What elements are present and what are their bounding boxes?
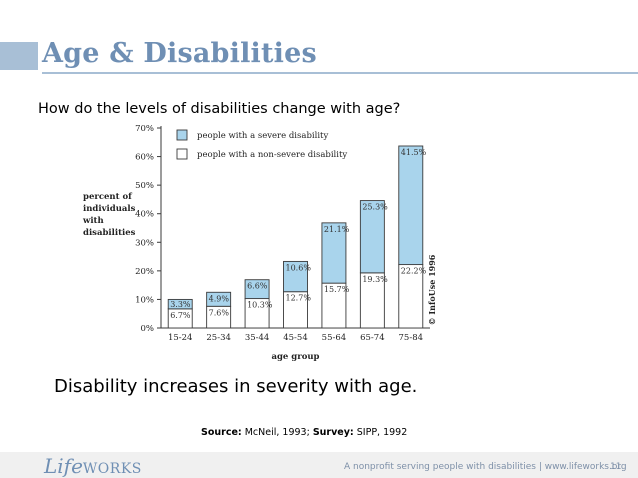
x-tick-label: 15-24 [168, 333, 193, 343]
x-axis-label: age group [271, 352, 319, 362]
y-tick-label: 20% [135, 267, 154, 277]
source-citation: Source: McNeil, 1993; Survey: SIPP, 1992 [201, 427, 407, 438]
data-label-severe: 25.3% [362, 203, 388, 212]
x-tick-label: 75-84 [399, 333, 424, 343]
data-label-non-severe: 22.2% [401, 267, 427, 276]
y-axis-label-line: individuals [83, 204, 136, 214]
bar-non-severe [359, 272, 385, 329]
slide-question: How do the levels of disabilities change… [38, 101, 401, 117]
bar-severe [244, 279, 270, 300]
survey-label: Survey: [312, 427, 354, 438]
x-tick-label: 65-74 [360, 333, 385, 343]
data-label-non-severe: 7.6% [209, 308, 230, 317]
title-accent-bar [0, 42, 38, 70]
bar-non-severe [283, 291, 308, 329]
legend-swatch-severe [176, 129, 188, 141]
bar-severe [167, 298, 193, 310]
source-label: Source: [201, 427, 242, 438]
data-label-severe: 6.6% [247, 282, 268, 291]
source-text: McNeil, 1993; [241, 427, 313, 438]
x-tick-label: 45-54 [283, 333, 308, 343]
bar-severe [359, 200, 385, 274]
data-label-non-severe: 6.7% [170, 311, 191, 320]
footer-bar [0, 452, 638, 478]
bar-non-severe [321, 282, 347, 329]
data-label-severe: 3.3% [170, 300, 191, 309]
slide-title: Age & Disabilities [42, 38, 317, 69]
data-label-non-severe: 19.3% [362, 275, 388, 284]
data-label-severe: 4.9% [209, 294, 230, 303]
copyright-notice: © InfoUse 1996 [427, 254, 437, 325]
y-tick-label: 10% [135, 295, 154, 305]
y-tick-label: 70% [135, 124, 154, 134]
data-label-severe: 41.5% [401, 148, 427, 157]
slide-conclusion: Disability increases in severity with ag… [54, 376, 418, 397]
bar-non-severe [398, 264, 424, 329]
x-tick-label: 35-44 [245, 333, 270, 343]
data-label-non-severe: 15.7% [324, 285, 350, 294]
y-axis-label-line: with [82, 216, 104, 226]
page-number: 11 [610, 462, 622, 472]
data-label-severe: 21.1% [324, 225, 350, 234]
footer-tagline: A nonprofit serving people with disabili… [344, 462, 627, 472]
y-axis-label-line: disabilities [83, 228, 136, 238]
bar-severe [283, 260, 308, 293]
logo-prefix: Life [44, 454, 83, 478]
data-label-severe: 10.6% [286, 263, 312, 272]
bar-severe [206, 291, 232, 307]
y-tick-label: 0% [141, 324, 155, 334]
title-rule [42, 72, 638, 74]
x-tick-label: 25-34 [206, 333, 231, 343]
y-tick-label: 60% [135, 153, 154, 163]
y-tick-label: 30% [135, 238, 154, 248]
y-axis-label-line: percent of [83, 192, 133, 202]
y-tick-label: 40% [135, 210, 154, 220]
legend-label-severe: people with a severe disability [197, 131, 328, 141]
data-label-non-severe: 12.7% [286, 294, 312, 303]
x-tick-label: 55-64 [322, 333, 347, 343]
bar-severe [321, 222, 347, 284]
y-tick-label: 50% [135, 181, 154, 191]
legend-label-non-severe: people with a non-severe disability [197, 150, 347, 160]
lifeworks-logo: LifeWORKS [44, 454, 142, 478]
data-label-non-severe: 10.3% [247, 301, 273, 310]
survey-text: SIPP, 1992 [353, 427, 408, 438]
bar-severe [398, 145, 424, 266]
logo-suffix: WORKS [82, 461, 142, 477]
stacked-bar-chart: 0% 10% 20% 30% 40% 50% 60% 70% percent of individ… [82, 124, 437, 362]
legend-swatch-non-severe [176, 148, 188, 160]
